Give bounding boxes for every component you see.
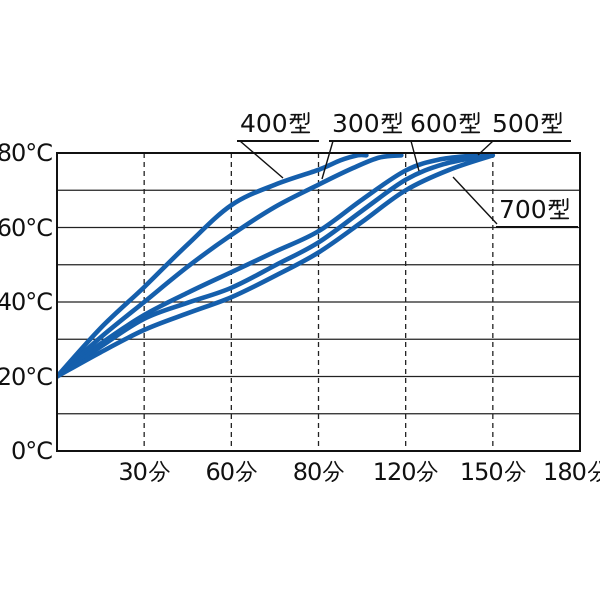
model-kanji-glyph — [541, 111, 562, 134]
minute-kanji-glyph — [587, 460, 600, 482]
series-curve-400 — [57, 153, 369, 379]
model-kanji-glyph — [459, 111, 480, 134]
minute-kanji-glyph — [417, 460, 438, 482]
x-axis-label-150: 150 — [460, 458, 526, 486]
minute-kanji-glyph — [236, 460, 257, 482]
plot-border — [56, 152, 581, 452]
x-axis-label-60: 60 — [206, 458, 258, 486]
leader-line-500 — [477, 140, 494, 156]
leader-line-700 — [452, 176, 498, 225]
leader-line-300 — [321, 140, 334, 180]
y-axis-label-0: 0°C — [10, 437, 53, 465]
series-curve-600 — [57, 153, 490, 379]
gridlines — [57, 153, 580, 451]
annotation-label-600: 600 — [407, 110, 489, 142]
model-kanji-glyph — [289, 111, 310, 134]
series-curve-500 — [57, 153, 481, 379]
series-curve-700 — [57, 153, 496, 379]
annotation-label-500: 500 — [489, 110, 571, 142]
annotation-label-400: 400 — [237, 110, 319, 142]
x-axis-label-30: 30 — [118, 458, 170, 486]
minute-kanji-glyph — [148, 460, 170, 482]
leader-line-600 — [410, 140, 420, 172]
minute-kanji-glyph — [504, 460, 526, 482]
x-axis-label-80: 80 — [293, 458, 345, 486]
y-axis-label-40: 40°C — [0, 288, 53, 316]
annotation-label-300: 300 — [329, 110, 411, 142]
leader-line-400 — [239, 140, 284, 179]
x-axis-label-120: 120 — [373, 458, 439, 486]
y-axis-label-80: 80°C — [0, 139, 53, 167]
leader-lines — [239, 140, 498, 225]
model-kanji-glyph — [548, 197, 569, 220]
minute-kanji-glyph — [323, 460, 344, 482]
series-curve-300 — [57, 153, 404, 379]
x-axis-label-180: 180 — [543, 458, 600, 486]
model-kanji-glyph — [381, 111, 402, 134]
y-axis-label-60: 60°C — [0, 213, 53, 242]
y-axis-label-20: 20°C — [0, 362, 53, 391]
annotation-label-700: 700 — [496, 196, 578, 228]
series-curves — [57, 153, 496, 379]
